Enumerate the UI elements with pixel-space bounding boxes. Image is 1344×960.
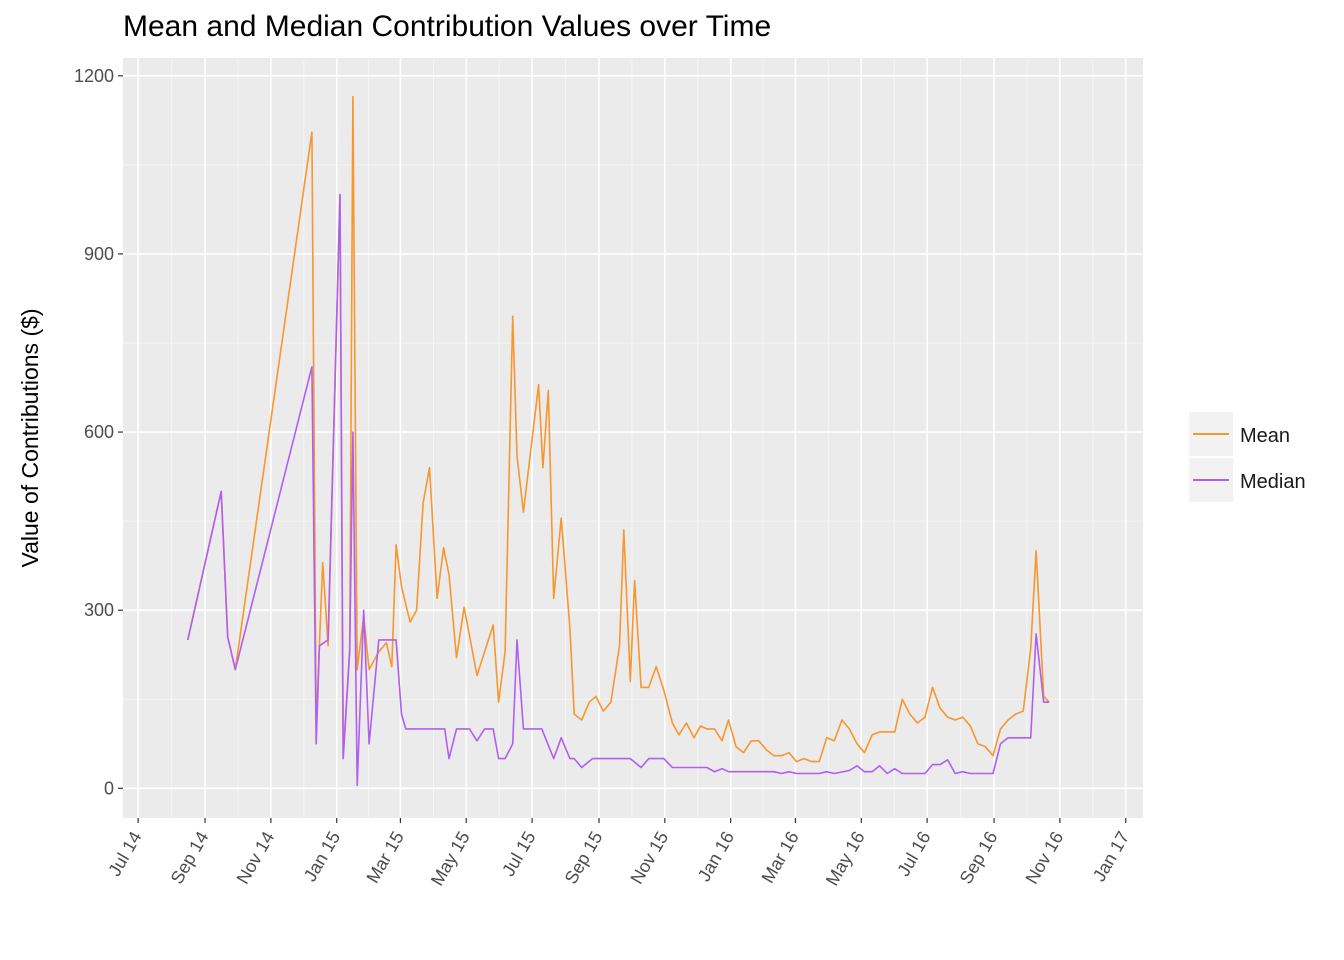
x-tick-label: Nov 16 — [1022, 828, 1068, 887]
x-tick-label: Mar 16 — [758, 828, 803, 887]
x-tick-label: Sep 15 — [561, 828, 607, 887]
y-tick-label: 300 — [84, 600, 114, 620]
x-tick-label: Jan 15 — [300, 828, 344, 885]
series-line-mean — [187, 95, 1050, 763]
y-tick-label: 600 — [84, 422, 114, 442]
x-tick-label: Jul 16 — [893, 828, 934, 880]
x-tick-label: Jul 15 — [498, 828, 539, 880]
plot-panel — [123, 58, 1143, 818]
x-tick-label: Jul 14 — [104, 828, 145, 880]
x-tick-label: Jan 16 — [694, 828, 738, 885]
x-tick-label: Jan 17 — [1089, 828, 1133, 885]
legend: Mean Median — [1189, 412, 1306, 502]
x-tick-label: May 15 — [427, 828, 474, 889]
y-axis-title: Value of Contributions ($) — [17, 308, 43, 567]
x-tick-label: Sep 14 — [167, 828, 213, 887]
legend-label-median: Median — [1240, 471, 1306, 493]
x-tick-label: May 16 — [822, 828, 869, 889]
x-tick-label: Nov 14 — [232, 828, 278, 887]
y-tick-label: 900 — [84, 244, 114, 264]
minor-gridlines — [123, 58, 1143, 818]
chart-title: Mean and Median Contribution Values over… — [123, 10, 772, 43]
legend-label-mean: Mean — [1240, 425, 1290, 447]
x-tick-label: Mar 15 — [363, 828, 408, 887]
y-tick-label: 0 — [104, 778, 114, 798]
series-line-median — [187, 193, 1050, 787]
major-gridlines — [123, 58, 1143, 818]
x-tick-label: Nov 15 — [626, 828, 672, 887]
x-tick-label: Sep 16 — [956, 828, 1002, 887]
series-layer — [187, 95, 1050, 787]
y-tick-label: 1200 — [74, 66, 114, 86]
